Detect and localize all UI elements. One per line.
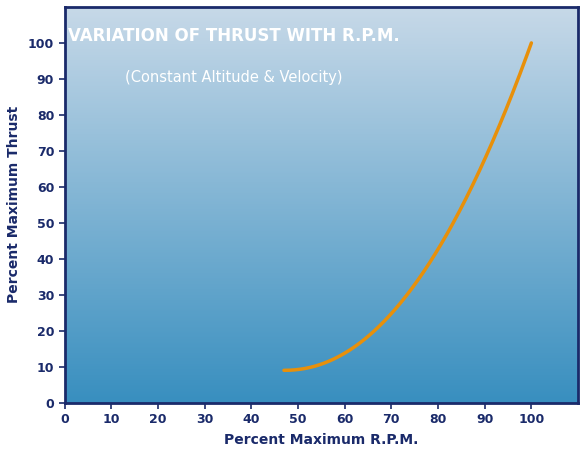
Text: VARIATION OF THRUST WITH R.P.M.: VARIATION OF THRUST WITH R.P.M. bbox=[68, 27, 400, 45]
X-axis label: Percent Maximum R.P.M.: Percent Maximum R.P.M. bbox=[224, 433, 418, 447]
Text: (Constant Altitude & Velocity): (Constant Altitude & Velocity) bbox=[125, 70, 343, 85]
Y-axis label: Percent Maximum Thrust: Percent Maximum Thrust bbox=[7, 106, 21, 303]
